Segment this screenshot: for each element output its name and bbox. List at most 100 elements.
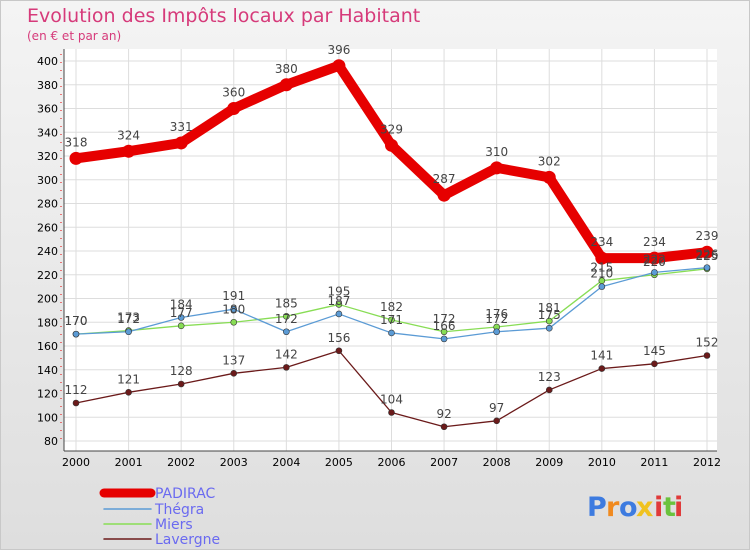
data-label: 97	[489, 401, 504, 415]
data-point	[125, 328, 132, 336]
data-point	[545, 386, 553, 394]
data-point	[493, 328, 500, 336]
y-tick-label: 180	[37, 316, 58, 329]
data-point	[700, 245, 714, 259]
data-label: 173	[117, 311, 140, 325]
data-label: 182	[380, 300, 403, 314]
data-point	[388, 409, 395, 416]
x-tick-label: 2011	[640, 456, 668, 469]
legend-label: Miers	[155, 517, 193, 533]
x-tick-label: 2005	[325, 456, 353, 469]
y-tick-label: 80	[44, 435, 58, 448]
y-tick-label: 260	[37, 221, 58, 234]
data-label: 380	[275, 62, 298, 76]
data-point	[651, 269, 658, 276]
chart-title: Evolution des Impôts locaux par Habitant	[27, 5, 421, 27]
data-point	[545, 317, 553, 325]
legend-label: Thégra	[154, 502, 204, 518]
y-tick-label: 340	[37, 126, 58, 139]
data-point	[72, 399, 80, 407]
data-point	[595, 251, 609, 265]
data-point	[703, 352, 711, 359]
data-point	[174, 136, 188, 150]
data-label: 191	[222, 289, 245, 303]
data-label: 175	[538, 308, 561, 322]
brand-letter: P	[587, 492, 607, 523]
data-point	[647, 251, 661, 265]
data-point	[230, 370, 238, 377]
data-point	[279, 78, 293, 92]
data-label: 215	[590, 261, 613, 275]
data-label: 185	[275, 296, 298, 310]
data-label: 331	[170, 120, 193, 134]
x-tick-label: 2007	[430, 456, 458, 469]
data-point	[227, 102, 241, 115]
data-label: 360	[222, 86, 245, 100]
data-label: 172	[117, 312, 140, 326]
x-tick-label: 2004	[272, 456, 300, 469]
data-label: 329	[380, 122, 403, 136]
data-point	[388, 316, 395, 324]
data-point	[177, 322, 185, 330]
data-label: 220	[643, 255, 666, 269]
x-tick-label: 2008	[483, 456, 511, 469]
data-label: 172	[275, 312, 298, 326]
data-label: 234	[643, 235, 666, 249]
data-point	[230, 318, 238, 326]
data-label: 172	[485, 312, 508, 326]
data-label: 166	[433, 319, 456, 333]
data-point	[542, 170, 556, 184]
data-label: 170	[65, 314, 88, 328]
y-tick-label: 220	[37, 269, 58, 282]
data-label: 172	[433, 312, 456, 326]
data-label: 180	[222, 302, 245, 316]
brand-letter: x	[636, 492, 653, 523]
data-label: 141	[590, 349, 613, 363]
brand-letter: o	[619, 492, 638, 523]
y-tick-label: 140	[37, 364, 58, 377]
y-tick-label: 360	[37, 103, 58, 116]
data-point	[283, 313, 290, 320]
data-label: 137	[222, 353, 245, 367]
x-tick-label: 2003	[220, 456, 248, 469]
data-label: 302	[538, 154, 561, 168]
data-point	[335, 301, 343, 308]
brand-letter: t	[663, 492, 676, 523]
data-label: 170	[65, 314, 88, 328]
x-tick-label: 2010	[588, 456, 616, 469]
data-point	[598, 365, 606, 372]
data-label: 156	[327, 331, 350, 345]
data-point	[437, 188, 451, 202]
x-tick-label: 2001	[115, 456, 143, 469]
plot-background	[64, 49, 717, 451]
data-label: 152	[696, 336, 719, 350]
y-tick-label: 280	[37, 198, 58, 211]
data-label: 112	[65, 383, 88, 397]
data-point	[283, 364, 290, 371]
y-tick-label: 400	[37, 55, 58, 68]
data-label: 396	[327, 43, 350, 57]
data-label: 310	[485, 145, 508, 159]
data-point	[283, 328, 290, 336]
data-label: 195	[327, 284, 350, 298]
data-point	[703, 264, 711, 271]
data-label: 176	[485, 307, 508, 321]
data-label: 239	[696, 229, 719, 243]
data-label: 92	[436, 407, 451, 421]
data-point	[440, 423, 448, 431]
y-tick-label: 300	[37, 174, 58, 187]
data-label: 226	[696, 248, 719, 262]
data-point	[388, 329, 395, 337]
y-tick-label: 320	[37, 150, 58, 163]
y-tick-label: 120	[37, 388, 58, 401]
data-point	[385, 138, 398, 152]
y-tick-label: 240	[37, 245, 58, 258]
data-point	[493, 417, 500, 425]
data-label: 142	[275, 347, 298, 361]
data-label: 177	[170, 306, 193, 320]
data-label: 318	[65, 135, 88, 149]
data-label: 225	[696, 249, 719, 263]
data-point	[69, 151, 83, 165]
data-label: 184	[170, 298, 193, 312]
